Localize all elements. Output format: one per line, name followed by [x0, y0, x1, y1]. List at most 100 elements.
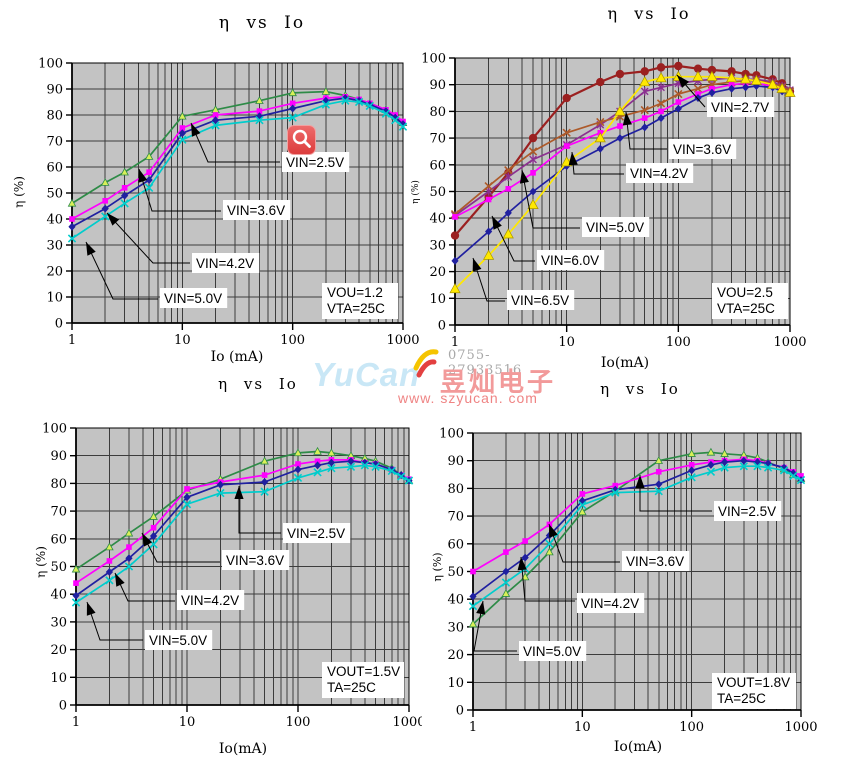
y-tick-label: 0: [438, 319, 446, 334]
chart-eta-vs-io-vout-1.5: 0 10 20 30 40 50 60 70 80 90 100 1 10 100 1000 η vs Io I…: [0, 372, 422, 766]
y-tick-label: 80: [447, 482, 464, 497]
svg-text:VIN=6.5V: VIN=6.5V: [511, 293, 569, 308]
y-tick-label: 90: [50, 449, 67, 464]
x-tick-label: 1000: [773, 335, 806, 350]
vin-annotation: VIN=6.0V: [537, 250, 605, 270]
y-tick-label: 90: [46, 83, 63, 98]
vin-annotation: VIN=2.7V: [707, 97, 775, 117]
y-tick-label: 0: [59, 699, 67, 714]
vin-annotation: VIN=3.6V: [223, 200, 291, 220]
x-tick-label: 1: [68, 333, 76, 348]
vin-annotation: VIN=4.2V: [192, 253, 260, 273]
y-tick-label: 80: [46, 109, 63, 124]
vin-annotation: VIN=3.6V: [222, 550, 290, 570]
svg-text:VIN=2.5V: VIN=2.5V: [718, 504, 776, 519]
y-tick-label: 80: [429, 105, 446, 120]
y-tick-label: 100: [42, 422, 67, 437]
x-tick-label: 1: [72, 715, 80, 730]
x-tick-label: 10: [174, 333, 191, 348]
y-tick-label: 20: [429, 265, 446, 280]
chart-eta-vs-io-vout-1.2: 0 10 20 30 40 50 60 70 80 90 100 1 10 100 1000 η vs Io I…: [0, 0, 422, 372]
chart-eta-vs-io-vout-1.8: 0 10 20 30 40 50 60 70 80 90 100 1 10 100 1000 η vs Io I…: [410, 372, 845, 766]
svg-text:VIN=2.5V: VIN=2.5V: [287, 526, 345, 541]
svg-text:VIN=6.0V: VIN=6.0V: [541, 253, 599, 268]
y-tick-label: 30: [50, 615, 67, 630]
y-tick-label: 60: [447, 537, 464, 552]
vin-annotation: VIN=2.5V: [714, 501, 782, 521]
y-tick-label: 50: [447, 565, 464, 580]
y-tick-label: 0: [55, 317, 63, 332]
x-tick-label: 1: [469, 720, 477, 735]
svg-text:VIN=4.2V: VIN=4.2V: [630, 166, 688, 181]
svg-text:VIN=5.0V: VIN=5.0V: [149, 633, 207, 648]
leader-lines: [472, 74, 706, 302]
y-tick-label: 70: [447, 510, 464, 525]
x-tick-label: 10: [179, 715, 196, 730]
svg-text:TA=25C: TA=25C: [717, 691, 766, 706]
vin-annotation: VIN=2.5V: [283, 523, 351, 543]
y-tick-label: 70: [46, 135, 63, 150]
leader-lines: [473, 475, 712, 652]
x-axis-label: Io(mA): [219, 741, 267, 757]
vin-annotation: VIN=4.2V: [177, 590, 245, 610]
svg-text:VIN=5.0V: VIN=5.0V: [586, 220, 644, 235]
vin-annotation: VIN=6.5V: [507, 290, 575, 310]
svg-text:VOU=2.5: VOU=2.5: [717, 285, 773, 300]
y-tick-label: 30: [447, 620, 464, 635]
x-tick-label: 1000: [392, 715, 422, 730]
y-tick-label: 30: [46, 239, 63, 254]
y-axis-label: η (%): [12, 176, 26, 208]
y-axis-label: η (%): [410, 180, 421, 204]
y-tick-label: 50: [50, 560, 67, 575]
y-tick-label: 10: [50, 671, 67, 686]
chart-title: η vs Io: [218, 375, 298, 393]
y-tick-label: 60: [429, 158, 446, 173]
chart-title: η vs Io: [600, 380, 680, 398]
x-tick-label: 100: [280, 333, 305, 348]
x-tick-label: 1000: [386, 333, 419, 348]
vin-annotation: VIN=5.0V: [519, 641, 587, 661]
svg-text:VIN=4.2V: VIN=4.2V: [181, 593, 239, 608]
grid: [71, 62, 404, 324]
y-tick-label: 70: [429, 132, 446, 147]
vin-annotation: VIN=3.6V: [622, 551, 690, 571]
x-tick-label: 1: [451, 335, 459, 350]
chart-title: η vs Io: [219, 13, 305, 33]
y-tick-label: 0: [456, 704, 464, 719]
y-tick-label: 100: [439, 427, 464, 442]
vin-annotation: VIN=4.2V: [577, 593, 645, 613]
svg-text:VIN=3.6V: VIN=3.6V: [673, 142, 731, 157]
y-tick-label: 10: [46, 291, 63, 306]
y-axis-label: η (%): [431, 552, 444, 581]
svg-text:VIN=2.5V: VIN=2.5V: [286, 155, 344, 170]
y-tick-label: 50: [46, 187, 63, 202]
x-tick-label: 1000: [784, 720, 817, 735]
svg-text:VIN=2.7V: VIN=2.7V: [711, 100, 769, 115]
vin-annotation: VIN=5.0V: [145, 630, 213, 650]
x-axis-label: Io (mA): [211, 349, 264, 365]
series-VIN=5.0V: [71, 461, 414, 607]
y-tick-label: 50: [429, 185, 446, 200]
y-tick-label: 70: [50, 505, 67, 520]
svg-text:VIN=5.0V: VIN=5.0V: [164, 291, 222, 306]
chart-eta-vs-io-vout-2.5: 0 10 20 30 40 50 60 70 80 90 100 1 10 100 1000 η vs Io I…: [410, 0, 845, 372]
svg-text:VIN=4.2V: VIN=4.2V: [196, 256, 254, 271]
x-tick-label: 10: [574, 720, 591, 735]
x-tick-label: 100: [679, 720, 704, 735]
x-axis-label: Io(mA): [601, 355, 649, 371]
magnifier-icon[interactable]: [287, 125, 316, 155]
y-tick-label: 90: [429, 78, 446, 93]
y-tick-label: 90: [447, 454, 464, 469]
svg-text:VIN=3.6V: VIN=3.6V: [227, 203, 285, 218]
y-tick-label: 40: [429, 212, 446, 227]
x-axis-label: Io(mA): [614, 739, 662, 755]
